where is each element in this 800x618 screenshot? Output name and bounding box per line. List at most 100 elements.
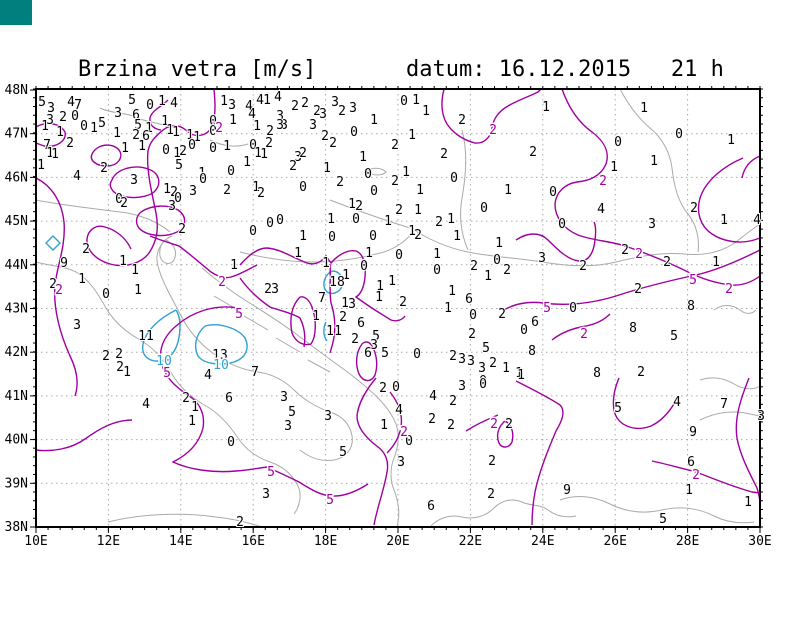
axis-label-lat: 41N (5, 389, 28, 404)
coastline (156, 235, 353, 461)
station-value: 3 (130, 173, 138, 188)
station-value: 2 (529, 145, 537, 160)
station-value: 1 (365, 246, 373, 261)
axis-label-lon: 20E (386, 534, 409, 549)
station-value: 1 (191, 400, 199, 415)
station-value: 2 (503, 263, 511, 278)
coastline (275, 337, 301, 353)
station-value: 2 (100, 161, 108, 176)
station-value: 11 (138, 329, 154, 344)
station-value: 4 (597, 202, 605, 217)
station-value: 1 (121, 141, 129, 156)
station-value: 1 (299, 229, 307, 244)
contour-line (554, 88, 761, 286)
contour-label: 2 (400, 425, 408, 440)
station-value: 1 (504, 183, 512, 198)
station-value: 2 (379, 381, 387, 396)
station-value: 1 (515, 366, 523, 381)
station-value: 7 (318, 291, 326, 306)
station-value: 2 (132, 128, 140, 143)
station-value: 3 (284, 419, 292, 434)
station-value: 0 (392, 380, 400, 395)
station-value: 1 (263, 93, 271, 108)
station-value: 1 (323, 161, 331, 176)
station-value: 1 (294, 246, 302, 261)
station-value: 5 (128, 93, 136, 108)
station-value: 0 (249, 224, 257, 239)
coastline (460, 129, 469, 251)
station-value: 2 (440, 147, 448, 162)
axis-label-lon: 18E (314, 534, 337, 549)
contour-line (109, 166, 160, 199)
station-value: 4 (256, 93, 264, 108)
station-value: 4 (170, 96, 178, 111)
station-value: 2 (449, 349, 457, 364)
contour-line (551, 313, 611, 341)
station-value: 18 (329, 275, 345, 290)
station-value: 4 (274, 90, 282, 105)
station-value: 1 (134, 283, 142, 298)
contour-line (496, 420, 514, 448)
station-value: 3 (228, 98, 236, 113)
station-value: 3 (280, 390, 288, 405)
station-value: 1 (198, 166, 206, 181)
station-value: 0 (209, 114, 217, 129)
contour-label: 10 (156, 354, 172, 369)
station-value: 5 (670, 329, 678, 344)
station-value: 0 (370, 184, 378, 199)
contour-line-10 (142, 309, 181, 362)
station-value: 3 (467, 354, 475, 369)
contour-label: 10 (213, 358, 229, 373)
station-value: 1 (252, 180, 260, 195)
station-value: 1 (229, 113, 237, 128)
coastline (390, 423, 400, 528)
station-value: 3 (458, 352, 466, 367)
station-value: 1 (640, 101, 648, 116)
station-value: 2 (264, 282, 272, 297)
station-value: 1 (447, 212, 455, 227)
station-value: 6 (142, 129, 150, 144)
station-value: 1 (334, 324, 342, 339)
station-value: 4 (204, 368, 212, 383)
station-value: 2 (505, 417, 513, 432)
corner-artifact-block (0, 0, 32, 25)
station-value: 1 (433, 247, 441, 262)
station-value: 1 (326, 324, 334, 339)
station-value: 0 (569, 301, 577, 316)
station-value: 6 (132, 108, 140, 123)
coastline (329, 199, 411, 229)
contour-line (355, 341, 378, 382)
station-value: 1 (161, 114, 169, 129)
station-value: 0 (369, 229, 377, 244)
station-value: 1 (327, 212, 335, 227)
station-value: 7 (720, 397, 728, 412)
station-value: 2 (115, 347, 123, 362)
station-value: 7 (43, 138, 51, 153)
station-value: 1 (412, 93, 420, 108)
station-value: 1 (375, 290, 383, 305)
coastline (307, 359, 331, 373)
contour-label: 2 (725, 282, 733, 297)
station-value: 7 (251, 365, 259, 380)
contour-line (515, 221, 597, 262)
station-value: 4 (673, 395, 681, 410)
contour-line (465, 414, 499, 432)
station-value: 2 (414, 228, 422, 243)
station-value: 2 (498, 307, 506, 322)
contour-label: 5 (326, 493, 334, 508)
contour-line (503, 249, 761, 311)
station-value: 1 (41, 119, 49, 134)
station-value: 4 (73, 169, 81, 184)
station-value: 1 (414, 203, 422, 218)
chart-title: Brzina vetra [m/s] (78, 57, 317, 82)
station-value: 0 (395, 248, 403, 263)
coastline (159, 239, 177, 264)
station-value: 1 (230, 258, 238, 273)
station-value: 0 (71, 109, 79, 124)
station-value: 2 (338, 104, 346, 119)
station-value: 3 (757, 409, 765, 424)
station-value: 0 (450, 171, 458, 186)
station-value: 1 (37, 158, 45, 173)
axis-label-lon: 24E (531, 534, 554, 549)
